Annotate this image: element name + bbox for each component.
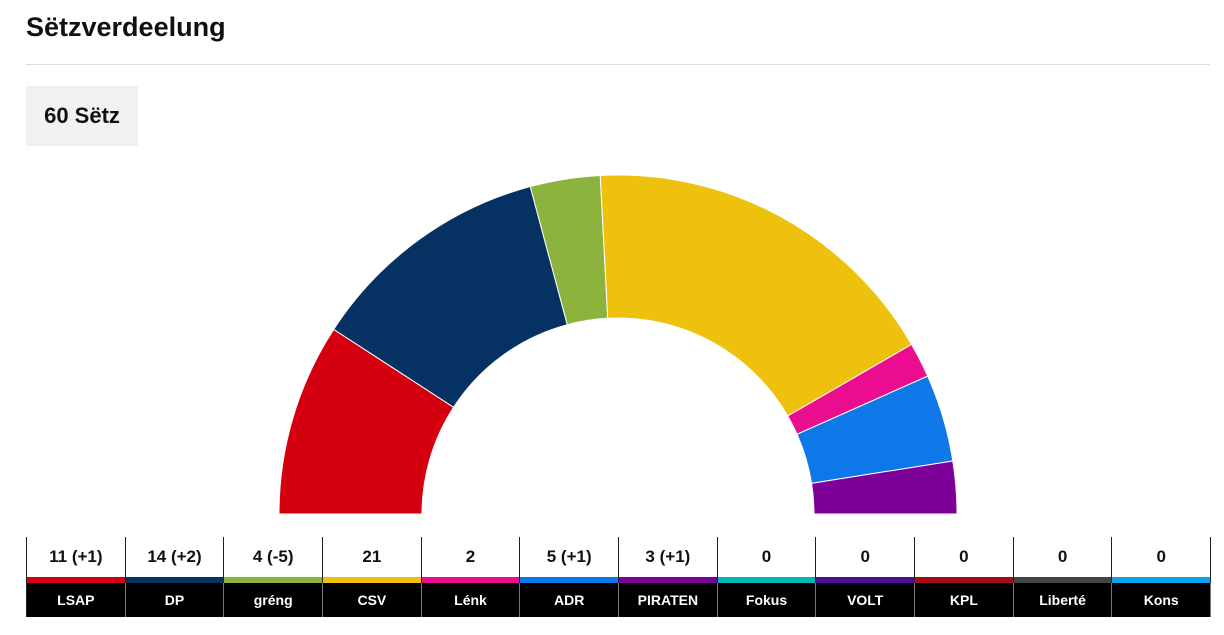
party-cell: 0 Fokus [717,537,817,617]
seat-count: 0 [1156,547,1166,566]
party-name: CSV [323,583,422,617]
party-name: ADR [520,583,620,617]
seat-count: 11 (+1) [49,547,103,566]
party-color-bar [520,577,619,583]
party-name: Fokus [717,583,817,617]
party-name: Kons [1112,583,1212,617]
party-color-bar [717,577,816,583]
party-name: KPL [915,583,1014,617]
party-color-bar [421,577,520,583]
party-name: gréng [224,583,324,617]
seat-count: 4 (-5) [252,547,294,566]
party-cell: 0 VOLT [816,537,916,617]
seat-chart [278,174,958,515]
party-color-bar [1013,577,1112,583]
party-cell: 5 (+1) ADR [520,537,620,617]
party-cell: 3 (+1) PIRATEN [619,537,718,617]
party-name: DP [125,583,225,617]
seat-count: 3 (+1) [645,547,691,566]
party-cell: 14 (+2) DP [125,537,225,617]
party-color-bar [224,577,323,583]
seat-segment-csv [599,174,913,417]
seat-count: 0 [1057,547,1068,566]
seat-count: 14 (+2) [147,547,202,566]
party-cell: 4 (-5) gréng [224,537,324,617]
divider [26,64,1210,65]
party-name: Liberté [1013,583,1113,617]
party-cell: 0 Kons [1112,537,1212,617]
party-table: 11 (+1) LSAP 14 (+2) DP 4 (-5) gréng 21 CSV 2 Lén… [26,537,1212,617]
party-color-bar [1112,577,1211,583]
seat-count: 21 [362,547,382,566]
party-cell: 0 Liberté [1013,537,1113,617]
section-title: Sëtzverdeelung [26,12,226,42]
seat-count: 0 [761,547,772,566]
party-color-bar [915,577,1013,583]
party-name: PIRATEN [619,583,718,617]
party-name: VOLT [816,583,916,617]
seat-segment-piraten [811,460,958,515]
party-cell: 11 (+1) LSAP [27,537,126,617]
party-color-bar [125,577,224,583]
party-name: Lénk [421,583,521,617]
party-name: LSAP [27,583,126,617]
party-color-bar [619,577,717,583]
total-seats-badge: 60 Sëtz [26,86,138,146]
seat-count: 0 [860,547,870,566]
seat-count: 5 (+1) [546,547,592,566]
seat-count: 0 [959,547,969,566]
party-color-bar [816,577,915,583]
party-color-bar [323,577,421,583]
party-cell: 21 CSV [323,537,422,617]
party-cell: 0 KPL [915,537,1014,617]
party-color-bar [27,577,125,583]
seat-count: 2 [465,547,476,566]
party-cell: 2 Lénk [421,537,521,617]
